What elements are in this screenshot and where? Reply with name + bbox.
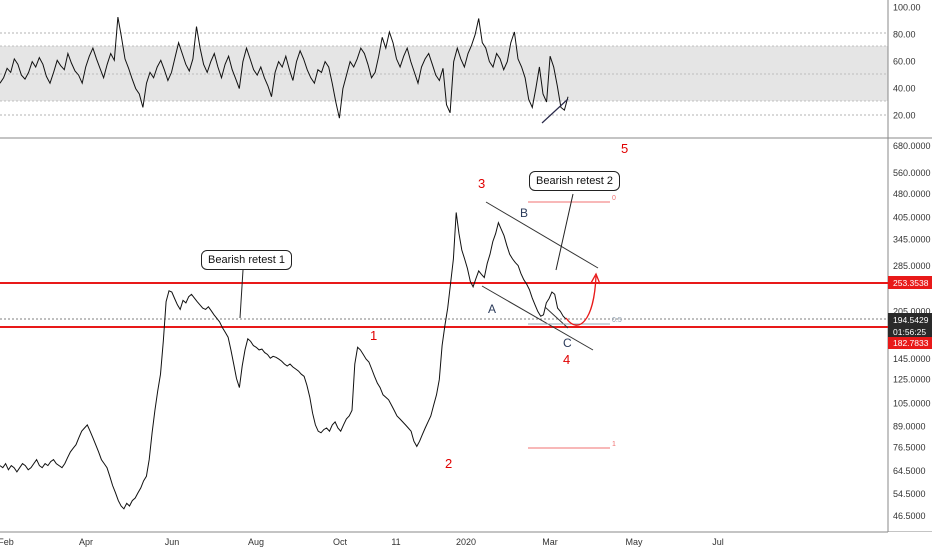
time-tick-label: May [625, 537, 643, 547]
wave-label-3: 3 [478, 176, 485, 191]
resistance-price-tag-text: 253.3538 [893, 278, 929, 288]
support-price-tag [888, 337, 932, 349]
fib-label-0: 0 [612, 195, 616, 202]
time-tick-label: 11 [391, 537, 400, 547]
price-tick-label: 285.0000 [893, 261, 931, 271]
wave-label-2: 2 [445, 456, 452, 471]
projected-move-arrowhead [590, 272, 601, 285]
countdown-tag-text: 01:56:25 [893, 327, 926, 337]
corrective-label-a: A [488, 302, 496, 316]
fib-label-05: 0.5 [612, 317, 622, 324]
price-tick-label: 64.5000 [893, 466, 926, 476]
osc-tick-label: 80.00 [893, 30, 916, 40]
wave-label-5: 5 [621, 141, 628, 156]
resistance-price-tag [888, 276, 932, 289]
time-tick-label: Aug [248, 537, 264, 547]
time-tick-label: 2020 [456, 537, 476, 547]
price-tick-label: 405.0000 [893, 212, 931, 222]
price-tick-label: 560.0000 [893, 168, 931, 178]
price-panel: 0 0.5 1 1 2 3 4 5 A B C 680.0000 560.0000… [0, 141, 932, 521]
last-price-tag-text: 194.5429 [893, 315, 929, 325]
time-tick-label: Oct [333, 537, 348, 547]
price-line [0, 212, 567, 510]
osc-tick-label: 20.00 [893, 111, 916, 121]
price-tick-label: 680.0000 [893, 141, 931, 151]
channel-upper-line[interactable] [485, 201, 599, 269]
corrective-label-b: B [520, 206, 528, 220]
price-tick-label: 89.0000 [893, 421, 926, 431]
corrective-label-c: C [563, 336, 572, 350]
last-price-tag [888, 313, 932, 326]
fib-label-1: 1 [612, 441, 616, 448]
time-tick-label: Mar [542, 537, 558, 547]
price-tick-label: 76.5000 [893, 442, 926, 452]
price-tick-label: 205.0000 [893, 306, 931, 316]
oscillator-y-axis: 100.00 80.00 60.00 40.00 20.00 [893, 3, 921, 121]
osc-tick-label: 100.00 [893, 3, 921, 13]
callout-bearish-retest-2[interactable]: Bearish retest 2 [529, 171, 621, 191]
oscillator-panel: 100.00 80.00 60.00 40.00 20.00 [0, 3, 921, 124]
osc-tick-label: 60.00 [893, 57, 916, 67]
time-axis: Feb Apr Jun Aug Oct 11 2020 Mar May Jul [0, 537, 724, 547]
time-tick-label: Jun [165, 537, 180, 547]
oscillator-trendline[interactable] [541, 98, 569, 124]
price-y-axis: 680.0000 560.0000 480.0000 405.0000 345.0000… [893, 141, 931, 521]
price-tick-label: 125.0000 [893, 375, 931, 385]
osc-tick-label: 40.00 [893, 84, 916, 94]
wave-label-4: 4 [563, 352, 570, 367]
oscillator-line [0, 17, 569, 119]
time-tick-label: Feb [0, 537, 14, 547]
price-tick-label: 105.0000 [893, 399, 931, 409]
price-tick-label: 145.0000 [893, 354, 931, 364]
time-tick-label: Jul [712, 537, 724, 547]
price-tick-label: 480.0000 [893, 189, 931, 199]
price-tick-label: 46.5000 [893, 511, 926, 521]
callout-2-pointer [555, 193, 574, 271]
wave-label-1: 1 [370, 328, 377, 343]
time-tick-label: Apr [79, 537, 93, 547]
channel-lower-line[interactable] [481, 285, 594, 351]
callout-bearish-retest-1[interactable]: Bearish retest 1 [201, 250, 293, 270]
callout-1-pointer [239, 269, 244, 319]
price-tick-label: 54.5000 [893, 489, 926, 499]
axis-corner [888, 532, 932, 550]
price-tick-label: 345.0000 [893, 235, 931, 245]
support-price-tag-text: 182.7833 [893, 338, 929, 348]
countdown-tag [888, 326, 932, 337]
projected-move-arrow[interactable] [565, 275, 597, 326]
